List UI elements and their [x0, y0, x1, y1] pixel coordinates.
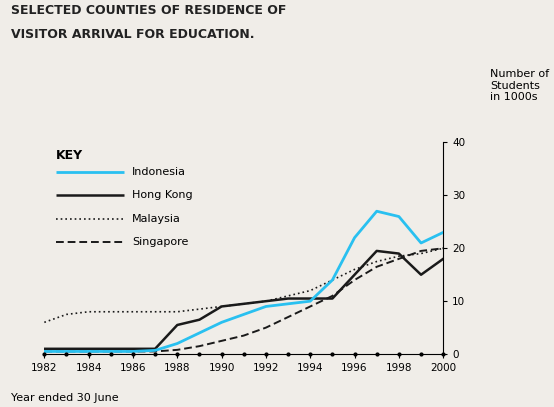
- Text: SELECTED COUNTIES OF RESIDENCE OF: SELECTED COUNTIES OF RESIDENCE OF: [11, 4, 286, 17]
- Text: Singapore: Singapore: [132, 237, 188, 247]
- Text: Number of
Students
in 1000s: Number of Students in 1000s: [490, 69, 550, 103]
- Text: KEY: KEY: [57, 149, 84, 162]
- Text: Year ended 30 June: Year ended 30 June: [11, 393, 119, 403]
- Text: Indonesia: Indonesia: [132, 167, 186, 177]
- Text: Malaysia: Malaysia: [132, 214, 181, 223]
- Text: VISITOR ARRIVAL FOR EDUCATION.: VISITOR ARRIVAL FOR EDUCATION.: [11, 28, 255, 42]
- Text: Hong Kong: Hong Kong: [132, 190, 193, 200]
